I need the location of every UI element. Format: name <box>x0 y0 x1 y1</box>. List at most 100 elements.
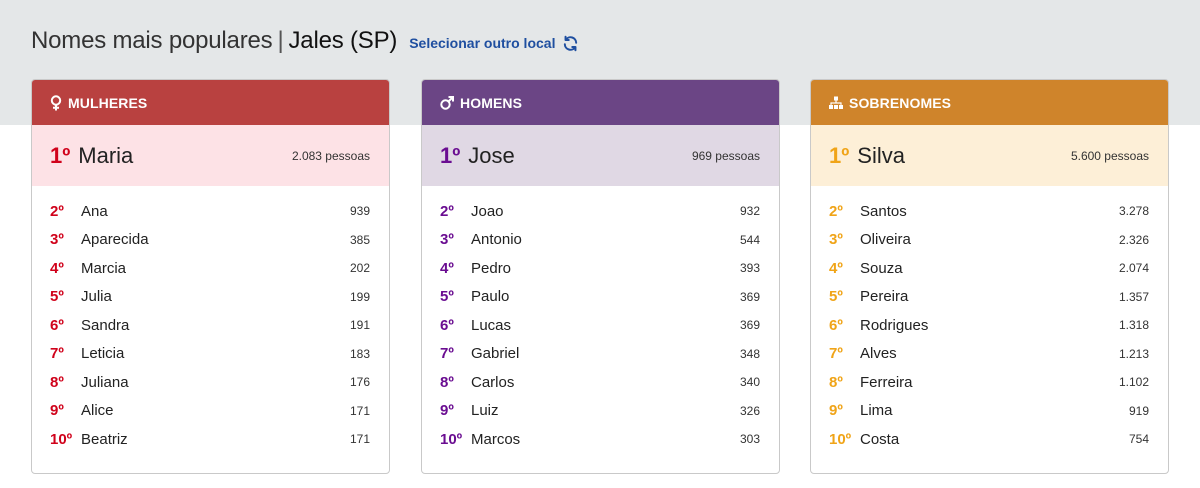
item-count: 369 <box>739 289 760 304</box>
item-count: 303 <box>739 432 760 447</box>
list-item: 2º Ana 939 <box>32 197 389 226</box>
top-ranked-row: 1º Maria 2.083 pessoas <box>32 125 389 186</box>
item-name: Marcia <box>81 259 127 277</box>
item-name: Marcos <box>471 430 521 448</box>
rank-number: 8º <box>829 373 843 391</box>
rank-number: 2º <box>440 202 454 220</box>
card-label: MULHERES <box>68 94 148 111</box>
item-count: 393 <box>739 261 760 276</box>
rank-number: 8º <box>440 373 454 391</box>
rank-number: 2º <box>829 202 843 220</box>
list-item: 8º Ferreira 1.102 <box>811 368 1168 397</box>
item-name: Julia <box>81 288 112 306</box>
card-men: HOMENS 1º Jose 969 pessoas 2º Joao 932 3º An… <box>421 79 780 474</box>
rank-number: 7º <box>50 345 64 363</box>
item-name: Joao <box>471 202 504 220</box>
item-name: Oliveira <box>860 231 911 249</box>
list-item: 3º Aparecida 385 <box>32 226 389 255</box>
item-count: 754 <box>1128 432 1149 447</box>
card-header-men: HOMENS <box>422 80 779 125</box>
item-name: Rodrigues <box>860 316 929 334</box>
item-name: Souza <box>860 259 903 277</box>
rank-number: 10º <box>829 430 852 448</box>
list-item: 3º Antonio 544 <box>422 226 779 255</box>
list-item: 5º Pereira 1.357 <box>811 283 1168 312</box>
rank-number: 9º <box>440 402 454 420</box>
change-location-link[interactable]: Selecionar outro local <box>409 35 579 52</box>
family-tree-icon <box>829 96 843 110</box>
title-text: Nomes mais populares <box>31 27 273 54</box>
item-count: 544 <box>739 232 760 247</box>
top-name: Jose <box>468 142 515 168</box>
list-item: 10º Costa 754 <box>811 425 1168 454</box>
rank-number: 3º <box>829 231 843 249</box>
rank-number: 1º <box>440 142 461 168</box>
item-count: 340 <box>739 375 760 390</box>
item-name: Luiz <box>471 402 499 420</box>
card-label: HOMENS <box>460 94 523 111</box>
item-count: 369 <box>739 318 760 333</box>
item-name: Antonio <box>471 231 522 249</box>
rank-number: 8º <box>50 373 64 391</box>
item-name: Lucas <box>471 316 512 334</box>
item-name: Alice <box>81 402 114 420</box>
title-separator: | <box>277 27 284 54</box>
item-name: Pedro <box>471 259 512 277</box>
rank-number: 3º <box>50 231 64 249</box>
top-ranked-row: 1º Jose 969 pessoas <box>422 125 779 186</box>
list-item: 5º Paulo 369 <box>422 283 779 312</box>
top-count: 969 pessoas <box>691 148 760 163</box>
rank-number: 6º <box>440 316 454 334</box>
list-item: 4º Souza 2.074 <box>811 254 1168 283</box>
item-name: Carlos <box>471 373 515 391</box>
item-count: 1.357 <box>1118 289 1149 304</box>
list-item: 4º Pedro 393 <box>422 254 779 283</box>
rank-number: 4º <box>440 259 454 277</box>
list-item: 10º Beatriz 171 <box>32 425 389 454</box>
card-women: MULHERES 1º Maria 2.083 pessoas 2º Ana 939… <box>31 79 390 474</box>
rank-number: 10º <box>50 430 73 448</box>
item-name: Gabriel <box>471 345 520 363</box>
list-item: 9º Luiz 326 <box>422 397 779 426</box>
item-count: 385 <box>349 232 370 247</box>
item-count: 1.213 <box>1118 346 1149 361</box>
item-count: 171 <box>349 403 370 418</box>
item-count: 199 <box>349 289 370 304</box>
list-item: 6º Sandra 191 <box>32 311 389 340</box>
item-count: 3.278 <box>1118 204 1149 219</box>
list-item: 7º Alves 1.213 <box>811 340 1168 369</box>
item-count: 348 <box>739 346 760 361</box>
rank-number: 7º <box>440 345 454 363</box>
card-label: SOBRENOMES <box>849 94 952 111</box>
female-symbol-icon <box>50 94 62 111</box>
item-count: 171 <box>349 432 370 447</box>
ranking-list: 2º Ana 939 3º Aparecida 385 4º Marcia 202 5º Julia… <box>32 186 389 454</box>
list-item: 5º Julia 199 <box>32 283 389 312</box>
item-count: 191 <box>349 318 370 333</box>
list-item: 7º Gabriel 348 <box>422 340 779 369</box>
item-count: 1.318 <box>1118 318 1149 333</box>
item-count: 2.326 <box>1118 232 1149 247</box>
item-count: 919 <box>1128 403 1149 418</box>
rank-number: 4º <box>829 259 843 277</box>
rank-number: 9º <box>829 402 843 420</box>
page-header: Nomes mais populares | Jales (SP) Selecion… <box>31 26 579 56</box>
item-name: Paulo <box>471 288 510 306</box>
rank-number: 10º <box>440 430 463 448</box>
item-name: Alves <box>860 345 897 363</box>
rank-number: 2º <box>50 202 64 220</box>
item-name: Ana <box>81 202 108 220</box>
item-name: Ferreira <box>860 373 913 391</box>
item-name: Juliana <box>81 373 129 391</box>
card-header-women: MULHERES <box>32 80 389 125</box>
list-item: 6º Rodrigues 1.318 <box>811 311 1168 340</box>
refresh-icon <box>564 35 578 51</box>
ranking-list: 2º Joao 932 3º Antonio 544 4º Pedro 393 5º Paulo 36… <box>422 186 779 454</box>
list-item: 10º Marcos 303 <box>422 425 779 454</box>
item-count: 939 <box>349 204 370 219</box>
item-name: Pereira <box>860 288 909 306</box>
rank-number: 3º <box>440 231 454 249</box>
rank-number: 7º <box>829 345 843 363</box>
item-count: 176 <box>349 375 370 390</box>
top-ranked-row: 1º Silva 5.600 pessoas <box>811 125 1168 186</box>
